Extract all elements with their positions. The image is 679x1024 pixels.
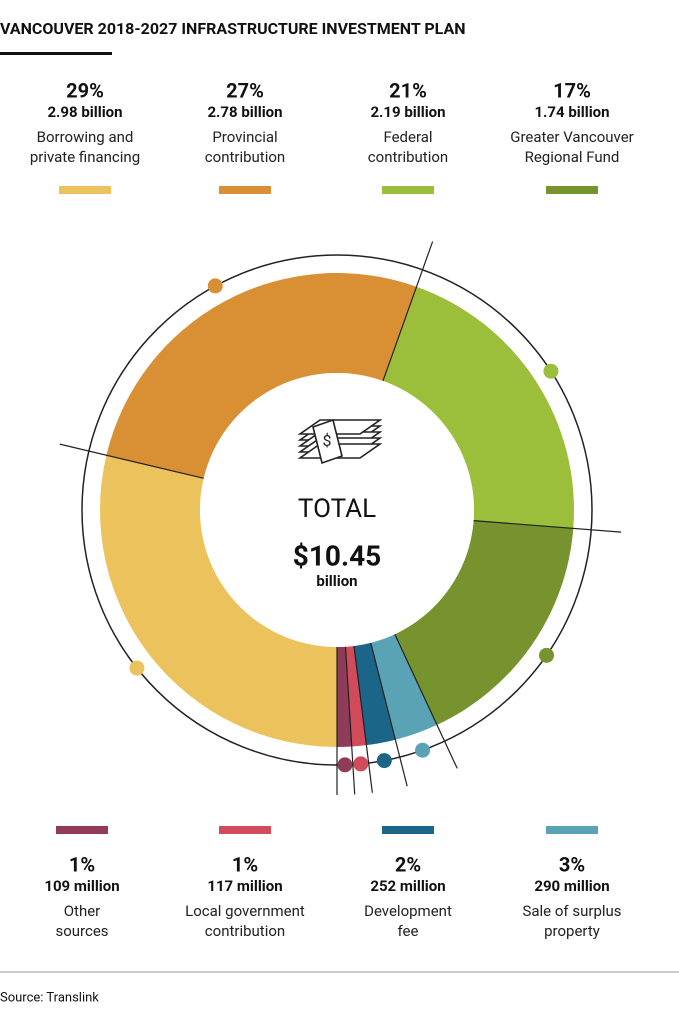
slice-marker: [337, 757, 353, 773]
source: Source: Translink: [0, 990, 99, 1005]
slice: [99, 455, 337, 747]
legend-swatch: [382, 826, 434, 834]
slice-marker: [415, 742, 431, 758]
legend-percent: 27%: [226, 78, 264, 102]
legend-amount: 2.78 billion: [207, 103, 282, 121]
slice: [106, 273, 417, 479]
slice: [394, 520, 574, 725]
money-icon: $: [297, 418, 383, 465]
donut-hole: [200, 373, 474, 647]
slice: [354, 642, 396, 746]
slice-marker: [543, 363, 559, 379]
legend-percent: 21%: [389, 78, 427, 102]
divider: [59, 443, 204, 479]
divider: [370, 642, 408, 787]
legend-percent: 17%: [553, 78, 591, 102]
legend-percent: 1%: [69, 852, 95, 876]
divider: [344, 646, 356, 795]
legend-swatch: [219, 186, 271, 194]
legend-label: Greater Vancouver Regional Fund: [510, 128, 633, 166]
legend-swatch: [219, 826, 271, 834]
legend-percent: 3%: [559, 852, 585, 876]
divider: [473, 520, 622, 533]
legend-percent: 2%: [395, 852, 421, 876]
legend-swatch: [59, 186, 111, 194]
divider: [394, 633, 458, 769]
legend-label: Other sources: [55, 902, 108, 940]
legend-swatch: [546, 826, 598, 834]
legend-label: Borrowing and private financing: [30, 128, 140, 166]
legend-percent: 29%: [66, 78, 104, 102]
chart-title: VANCOUVER 2018-2027 INFRASTRUCTURE INVES…: [0, 19, 465, 38]
legend-amount: 290 million: [534, 877, 609, 895]
donut: [59, 241, 622, 795]
legend-amount: 117 million: [207, 877, 282, 895]
legend-amount: 109 million: [44, 877, 119, 895]
legend-label: Provincial contribution: [205, 128, 285, 166]
legend-swatch: [546, 186, 598, 194]
slice-marker: [376, 753, 392, 769]
legend-label: Local government contribution: [185, 902, 305, 940]
legend-amount: 2.98 billion: [47, 103, 122, 121]
slice: [370, 634, 437, 740]
divider: [353, 645, 373, 793]
divider: [382, 241, 434, 382]
legend-percent: 1%: [232, 852, 258, 876]
legend-amount: 252 million: [370, 877, 445, 895]
dollar-sign: $: [323, 431, 332, 450]
slice-marker: [353, 756, 369, 772]
slice: [337, 646, 352, 747]
slice-marker: [129, 660, 145, 676]
legend-swatch: [56, 826, 108, 834]
title-underline: [0, 52, 112, 55]
center-unit: billion: [316, 572, 357, 590]
center-title: TOTAL: [298, 494, 376, 524]
slice-marker: [539, 647, 555, 663]
slice: [382, 286, 574, 529]
legend-label: Federal contribution: [368, 128, 448, 166]
center-value: $10.45: [293, 539, 381, 572]
slice-marker: [207, 278, 223, 294]
legend-amount: 1.74 billion: [534, 103, 609, 121]
legend-label: Development fee: [364, 902, 452, 940]
legend-swatch: [382, 186, 434, 194]
legend-amount: 2.19 billion: [370, 103, 445, 121]
legend-label: Sale of surplus property: [522, 902, 621, 940]
